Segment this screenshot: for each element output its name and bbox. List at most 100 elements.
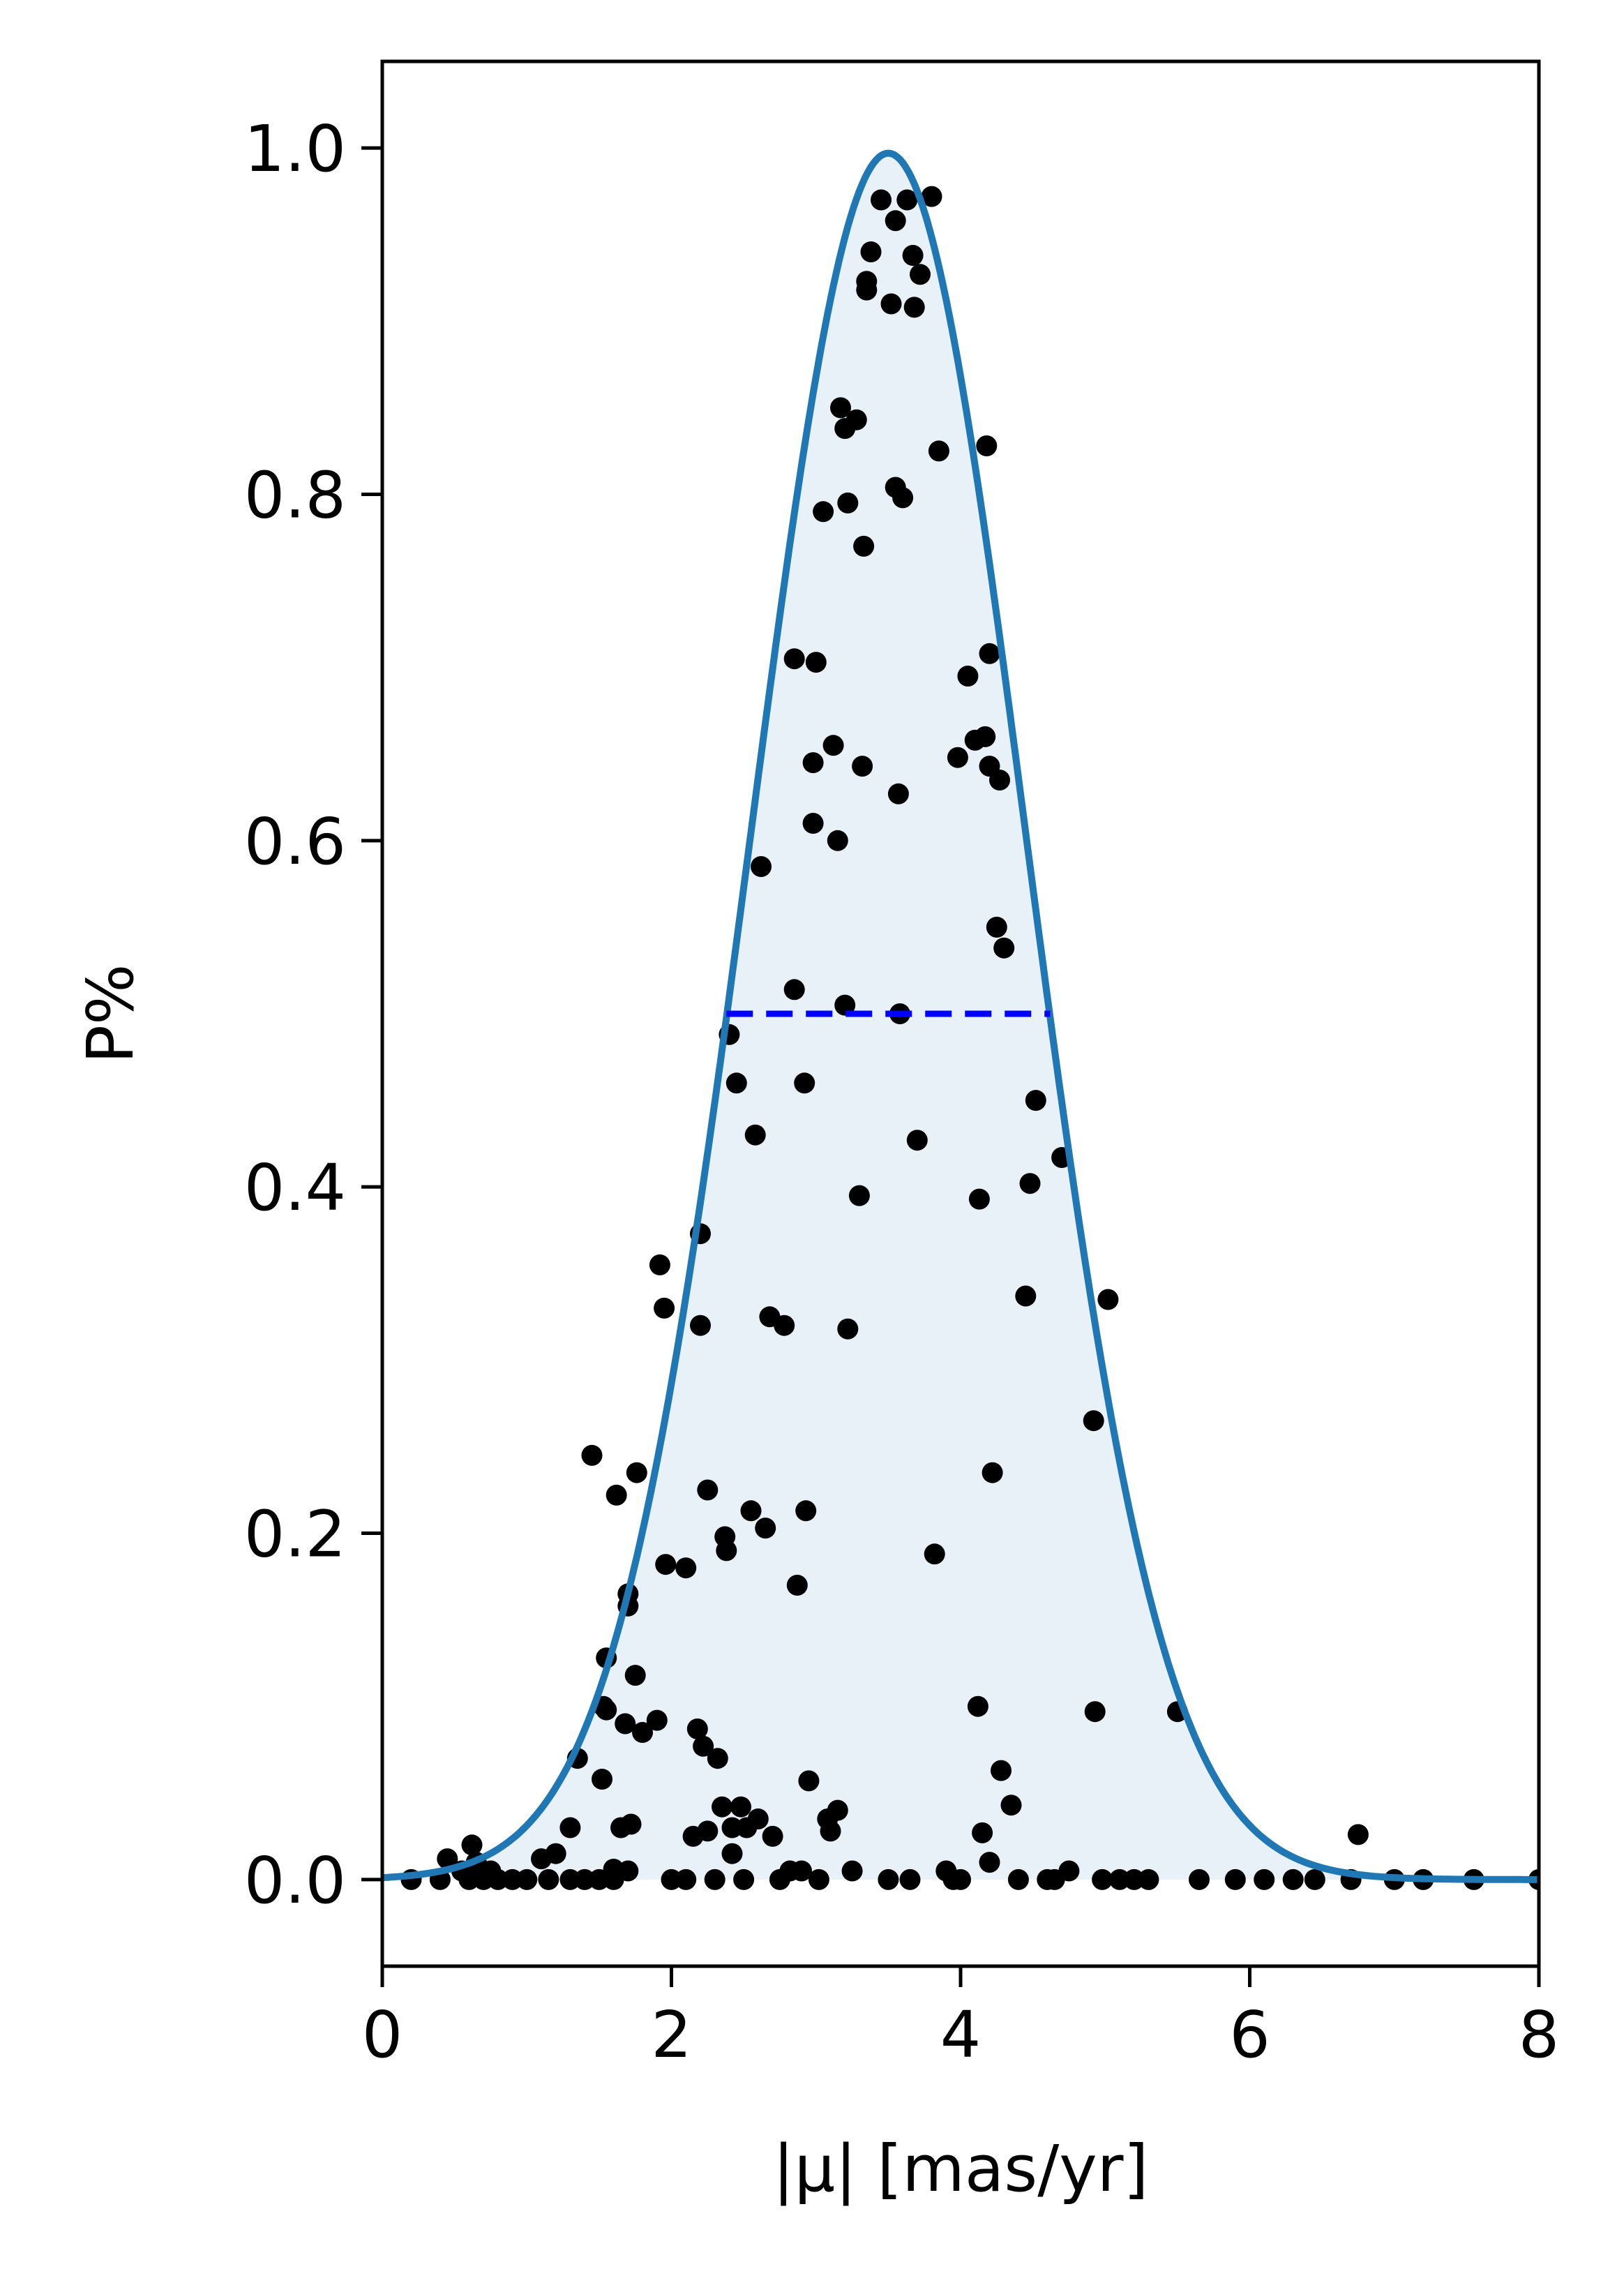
- scatter-point: [906, 1130, 928, 1151]
- scatter-point: [545, 1843, 566, 1864]
- y-tick-label: 0.6: [244, 804, 346, 879]
- scatter-point: [1025, 1090, 1046, 1111]
- scatter-point: [624, 1665, 646, 1686]
- scatter-point: [675, 1557, 697, 1579]
- y-tick-label: 1.0: [244, 112, 346, 186]
- scatter-point: [896, 189, 918, 211]
- scatter-point: [822, 735, 844, 756]
- scatter-point: [712, 1796, 732, 1818]
- scatter-point: [617, 1860, 639, 1882]
- scatter-point: [827, 830, 848, 851]
- y-tick-label: 0.0: [244, 1843, 346, 1918]
- gaussian-curve: [382, 149, 1539, 1883]
- scatter-point: [802, 813, 824, 834]
- y-tick-label: 0.4: [244, 1151, 346, 1225]
- scatter-point: [808, 1868, 829, 1890]
- scatter-point: [1058, 1860, 1080, 1882]
- scatter-point: [559, 1868, 581, 1890]
- scatter-point: [559, 1817, 581, 1838]
- scatter-point: [725, 1072, 747, 1094]
- scatter-point: [899, 1868, 921, 1890]
- y-tick-label: 0.8: [244, 458, 346, 532]
- scatter-point: [747, 1808, 769, 1829]
- axis-ticks: 0 2 4 6 8 0.0 0.2 0.4 0.6 0.8 1.0: [244, 112, 1560, 2072]
- scatter-point: [972, 1822, 993, 1843]
- scatter-point: [820, 1820, 841, 1842]
- scatter-point: [871, 189, 892, 211]
- scatter-point: [841, 1860, 863, 1882]
- scatter-point: [704, 1868, 725, 1890]
- scatter-point: [989, 770, 1010, 791]
- scatter-point: [979, 1852, 1000, 1873]
- x-tick-label: 2: [651, 1998, 692, 2072]
- scatter-point: [1224, 1868, 1246, 1890]
- scatter-point: [596, 1699, 617, 1721]
- scatter-point: [592, 1769, 612, 1790]
- scatter-point: [979, 643, 1000, 664]
- scatter-point: [721, 1817, 743, 1838]
- scatter-point: [830, 397, 851, 419]
- scatter-point: [774, 1314, 795, 1336]
- scatter-point: [581, 1444, 603, 1466]
- scatter-point: [1254, 1868, 1275, 1890]
- scatter-point: [649, 1254, 670, 1275]
- scatter-point: [1084, 1701, 1106, 1723]
- x-tick-label: 4: [940, 1998, 982, 2072]
- scatter-point: [837, 1318, 859, 1340]
- scatter-point: [632, 1722, 653, 1743]
- scatter-point: [707, 1748, 728, 1769]
- scatter-point: [693, 1735, 714, 1757]
- scatter-point: [762, 1825, 783, 1847]
- scatter-point: [837, 492, 859, 514]
- scatter-point: [1189, 1868, 1210, 1890]
- scatter-point: [878, 1868, 899, 1890]
- scatter-point: [730, 1796, 751, 1818]
- scatter-point: [1007, 1868, 1029, 1890]
- scatter-point: [646, 1709, 668, 1731]
- scatter-point: [733, 1868, 755, 1890]
- scatter-point: [574, 1868, 596, 1890]
- scatter-point: [967, 1695, 988, 1717]
- scatter-point: [903, 297, 925, 318]
- scatter-point: [802, 752, 824, 774]
- scatter-point: [1282, 1868, 1304, 1890]
- x-tick-label: 0: [362, 1998, 403, 2072]
- curve-fill-area: [382, 153, 1539, 1880]
- scatter-point: [928, 440, 949, 462]
- scatter-point: [1015, 1285, 1037, 1307]
- plot-area: [382, 149, 1539, 1890]
- scatter-point: [885, 210, 906, 232]
- scatter-point: [744, 1124, 766, 1146]
- y-tick-label: 0.2: [244, 1497, 346, 1572]
- scatter-point: [588, 1868, 610, 1890]
- scatter-point: [924, 1543, 945, 1565]
- scatter-point: [887, 783, 909, 804]
- scatter-point: [968, 1188, 990, 1210]
- scatter-point: [1138, 1868, 1159, 1890]
- scatter-point: [786, 1575, 808, 1596]
- scatter-point: [921, 186, 942, 207]
- scatter-point: [502, 1868, 523, 1890]
- scatter-point: [852, 756, 873, 777]
- scatter-point: [686, 1718, 708, 1739]
- scatter-point: [626, 1462, 647, 1483]
- scatter-point: [783, 979, 805, 1001]
- scatter-point: [880, 293, 902, 315]
- scatter-point: [860, 241, 882, 262]
- scatter-point: [1000, 1795, 1022, 1816]
- scatter-point: [805, 652, 827, 673]
- scatter-point: [661, 1868, 682, 1890]
- scatter-point: [848, 1185, 870, 1206]
- scatter-point: [740, 1500, 762, 1522]
- scatter-point: [1019, 1173, 1041, 1194]
- scatter-point: [697, 1820, 719, 1842]
- scatter-point: [690, 1314, 711, 1336]
- scatter-point: [487, 1868, 509, 1890]
- scatter-point: [798, 1770, 820, 1792]
- scatter-point: [1347, 1824, 1369, 1845]
- scatter-point: [1109, 1868, 1130, 1890]
- scatter-point: [957, 666, 979, 687]
- scatter-point: [791, 1860, 812, 1882]
- scatter-point: [716, 1540, 737, 1561]
